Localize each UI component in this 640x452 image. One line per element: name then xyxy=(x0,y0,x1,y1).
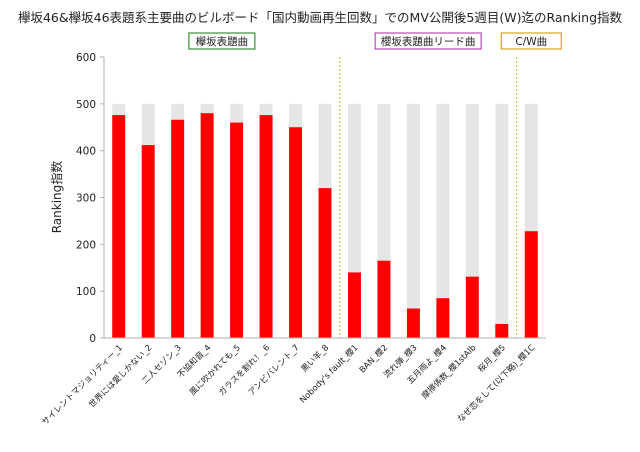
data-bar xyxy=(259,115,273,338)
group-label-box xyxy=(188,32,256,50)
data-bar xyxy=(200,113,214,338)
x-tick-label: ガラスを割れ！_6 xyxy=(216,342,271,397)
y-tick-label: 200 xyxy=(76,239,96,251)
chart-title: 欅坂46&欅坂46表題系主要曲のビルボード「国内動画再生回数」でのMV公開後5週… xyxy=(18,10,623,25)
data-bar xyxy=(347,272,361,338)
background-bar xyxy=(436,103,450,338)
group-label: 欅坂表題曲 xyxy=(196,35,249,48)
group-label-box xyxy=(500,32,562,50)
y-axis-label: Ranking指数 xyxy=(49,161,64,234)
x-tick-label: Nobody's fault_櫻1 xyxy=(297,342,359,404)
data-bar xyxy=(377,260,391,338)
y-tick-label: 0 xyxy=(89,333,96,345)
y-tick-label: 100 xyxy=(76,286,96,298)
data-bar xyxy=(406,308,420,338)
data-bar xyxy=(230,122,244,338)
background-bar xyxy=(406,103,420,338)
data-bar xyxy=(141,145,155,338)
group-label-box xyxy=(374,32,482,50)
data-bar xyxy=(112,115,126,338)
data-bar xyxy=(318,188,332,338)
data-bar xyxy=(524,231,538,338)
y-tick-label: 600 xyxy=(76,52,96,64)
x-tick-label: アンビバレント_7 xyxy=(246,342,301,397)
background-bar xyxy=(495,103,509,338)
data-bar xyxy=(289,127,303,338)
x-tick-label: 摩擦係数_櫻1stAlb xyxy=(419,342,477,400)
data-bar xyxy=(171,119,185,338)
group-label: C/W曲 xyxy=(515,36,547,48)
data-bar xyxy=(495,323,509,338)
data-bar xyxy=(465,276,479,338)
y-tick-label: 500 xyxy=(76,99,96,111)
group-label: 櫻坂表題曲リード曲 xyxy=(381,35,476,48)
y-tick-label: 400 xyxy=(76,146,96,158)
x-tick-label: 風に吹かれても_5 xyxy=(187,342,242,397)
data-bar xyxy=(436,298,450,338)
y-tick-label: 300 xyxy=(76,193,96,205)
